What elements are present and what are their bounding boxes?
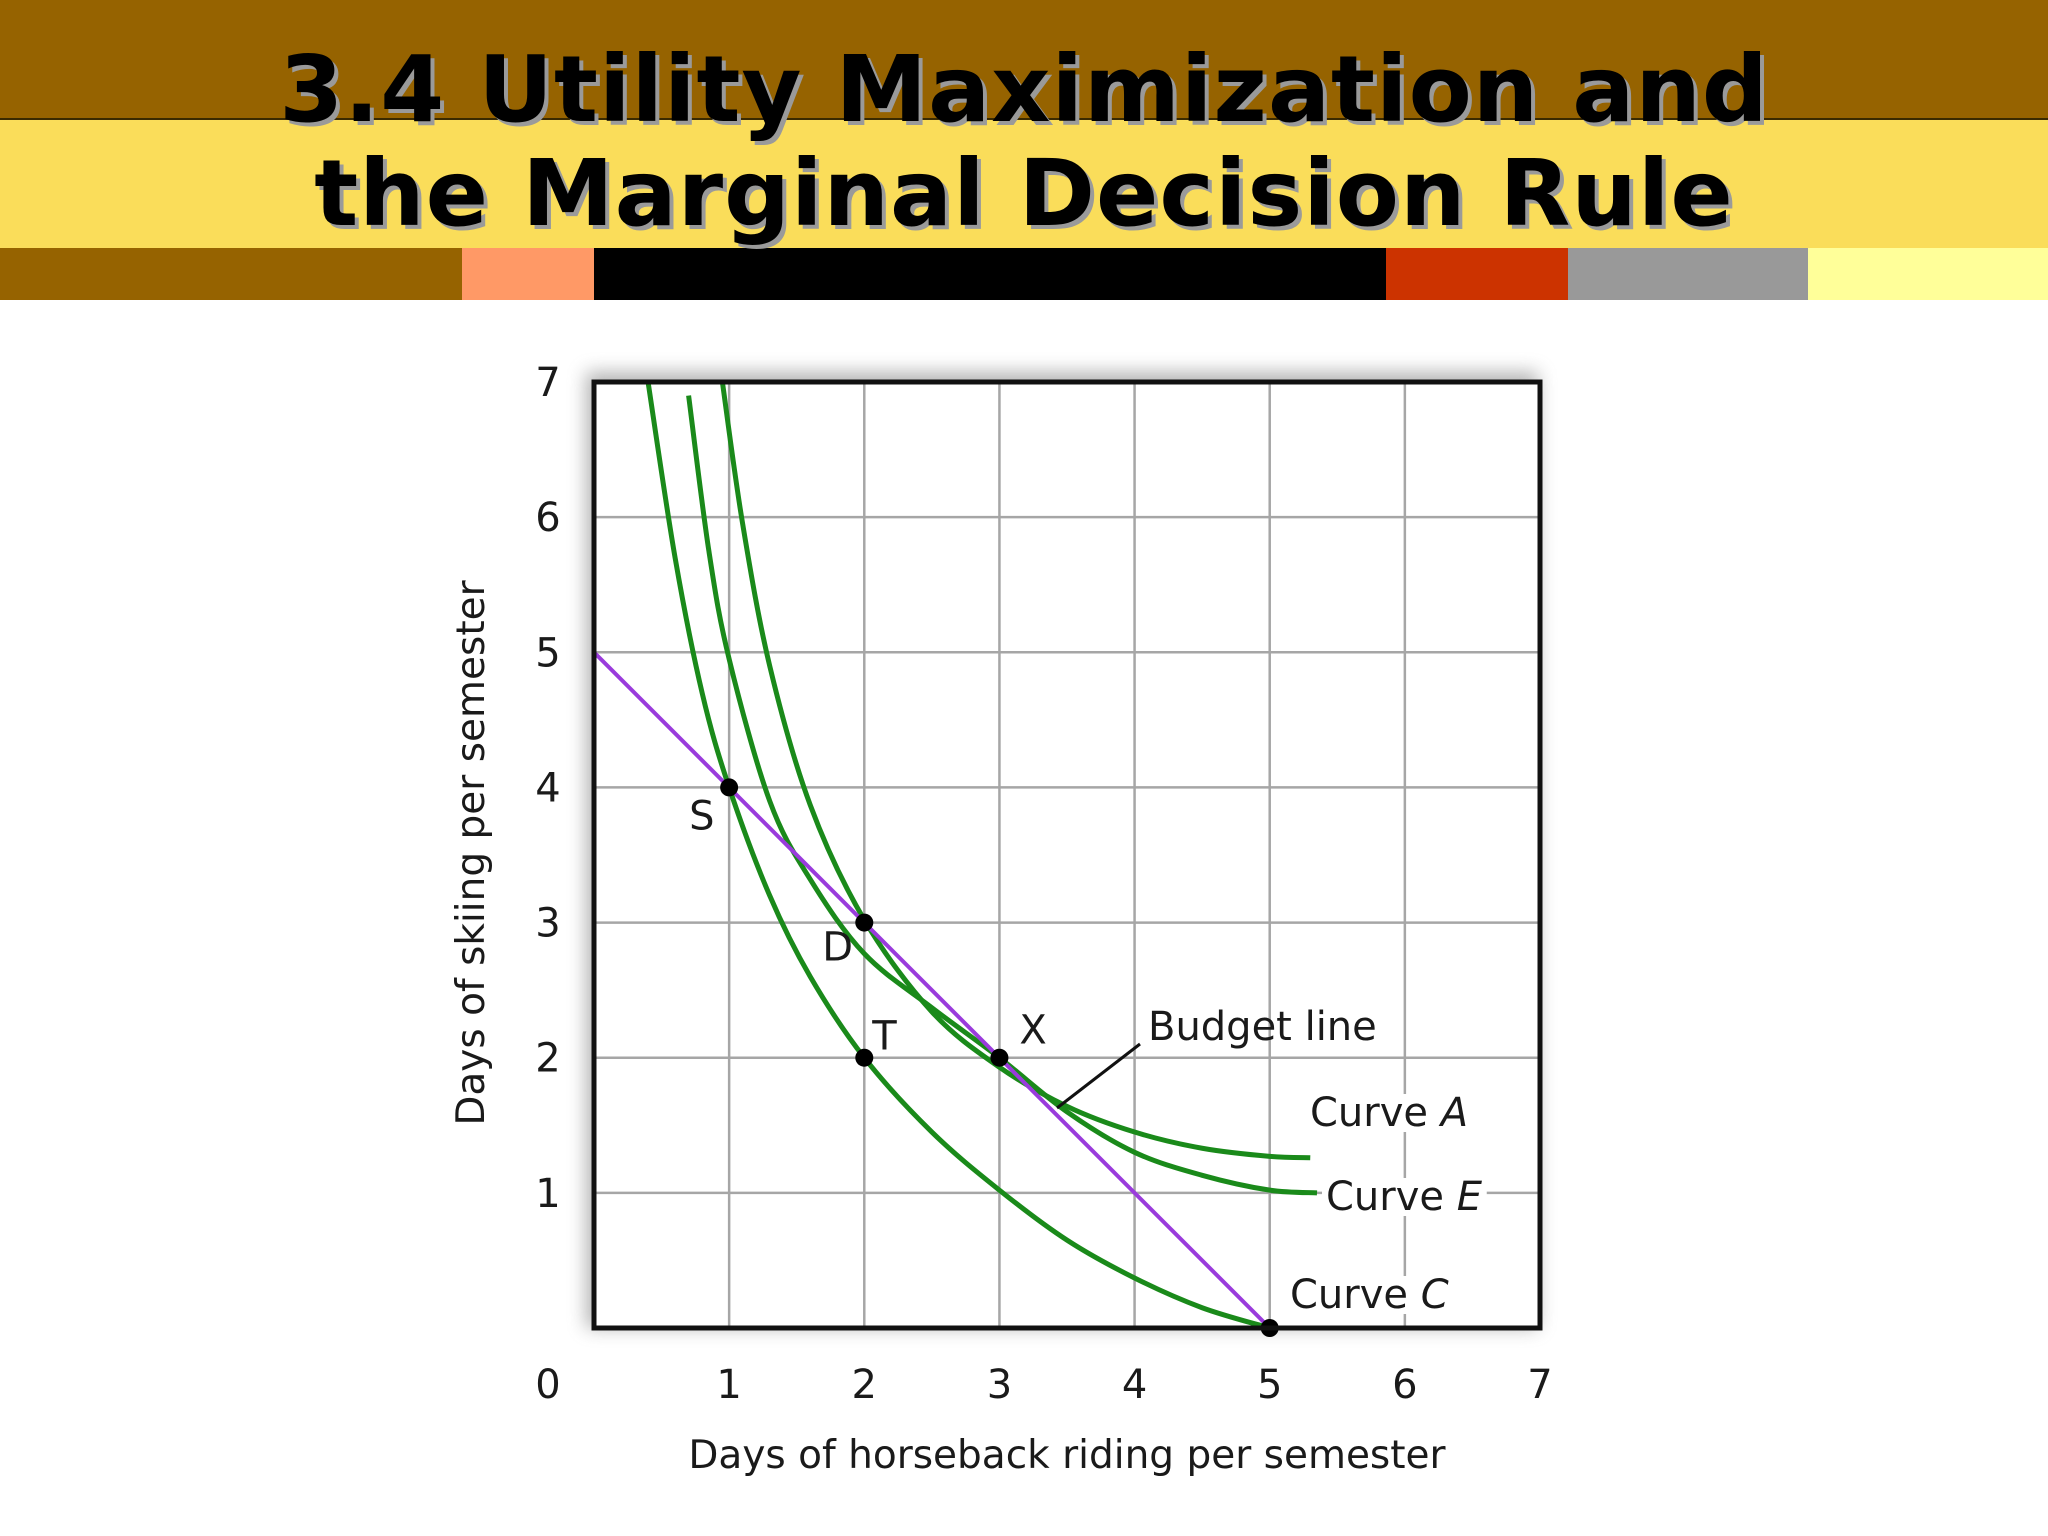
budget-line bbox=[594, 650, 1272, 1328]
y-tick-label: 4 bbox=[535, 765, 560, 811]
title-band-yellow bbox=[0, 120, 2048, 248]
slide-title-line-1: 3.4 Utility Maximization and bbox=[279, 36, 1769, 143]
x-tick-label: 2 bbox=[852, 1362, 877, 1408]
point-S bbox=[720, 778, 739, 797]
color-stripe-6 bbox=[1808, 248, 2048, 300]
grid bbox=[594, 382, 1540, 1328]
budget-label-leader bbox=[1056, 1042, 1141, 1110]
y-axis-label: Days of skiing per semester bbox=[449, 579, 494, 1125]
indifference-curve-e bbox=[686, 395, 1318, 1196]
y-tick-label: 2 bbox=[535, 1036, 560, 1082]
slide-title: 3.4 Utility Maximization and the Margina… bbox=[0, 38, 2048, 246]
label-curve-a: Curve A bbox=[1310, 1090, 1468, 1136]
y-tick-label: 7 bbox=[535, 360, 560, 406]
label-backdrop bbox=[1322, 1178, 1487, 1216]
tick-labels: 0 1 2 3 4 5 6 7 1 2 3 4 5 6 7 bbox=[535, 360, 1552, 1408]
x-tick-label: 3 bbox=[987, 1362, 1012, 1408]
points-layer: S DT X bbox=[689, 778, 1279, 1337]
point-D bbox=[855, 913, 874, 932]
plot-frame bbox=[591, 379, 1543, 1331]
color-stripe-4 bbox=[1386, 248, 1568, 300]
color-stripe-1 bbox=[0, 248, 462, 300]
point-label-D: D bbox=[822, 925, 853, 971]
x-tick-label: 0 bbox=[535, 1362, 560, 1408]
x-tick-label: 1 bbox=[716, 1362, 741, 1408]
point-label-X: X bbox=[1019, 1008, 1046, 1054]
series-layer bbox=[594, 382, 1318, 1328]
color-stripe-2 bbox=[462, 248, 594, 300]
indifference-curve-c bbox=[645, 382, 1271, 1328]
title-band-dark bbox=[0, 0, 2048, 118]
label-curve-c: Curve C bbox=[1290, 1272, 1449, 1318]
color-stripe-5 bbox=[1568, 248, 1808, 300]
y-tick-label: 6 bbox=[535, 495, 560, 541]
label-backdrop bbox=[1306, 1094, 1473, 1132]
y-tick-label: 3 bbox=[535, 901, 560, 947]
y-tick-label: 1 bbox=[535, 1171, 560, 1217]
budget-leader-line bbox=[1056, 1042, 1141, 1110]
point-T bbox=[855, 1048, 874, 1067]
point-label-T: T bbox=[871, 1014, 897, 1060]
title-band-divider bbox=[0, 118, 2048, 120]
x-axis-label: Days of horseback riding per semester bbox=[688, 1433, 1446, 1478]
x-tick-label: 4 bbox=[1122, 1362, 1147, 1408]
y-tick-label: 5 bbox=[535, 630, 560, 676]
x-tick-label: 6 bbox=[1392, 1362, 1417, 1408]
color-stripe-3 bbox=[594, 248, 1386, 300]
point-X bbox=[990, 1048, 1009, 1067]
curve-labels: Budget line Curve A Curve E Curve C bbox=[1148, 1004, 1487, 1318]
point-label-S: S bbox=[689, 793, 714, 839]
label-backdrop bbox=[1286, 1276, 1453, 1314]
x-tick-label: 5 bbox=[1257, 1362, 1282, 1408]
label-curve-e: Curve E bbox=[1326, 1174, 1483, 1220]
slide-title-line-2: the Marginal Decision Rule bbox=[314, 140, 1734, 247]
x-tick-label: 7 bbox=[1527, 1362, 1552, 1408]
budget-line-label: Budget line bbox=[1148, 1004, 1377, 1050]
